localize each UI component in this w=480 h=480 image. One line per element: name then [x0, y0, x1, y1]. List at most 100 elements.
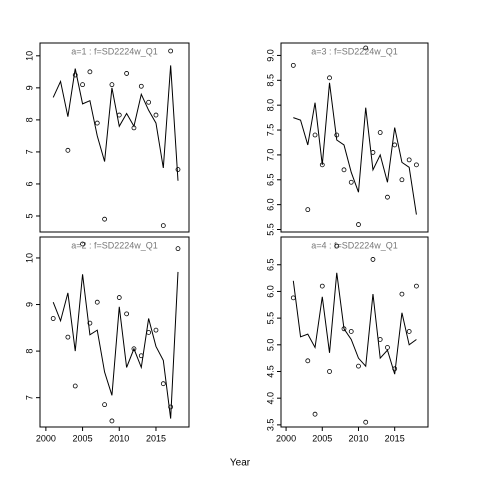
data-point — [327, 369, 332, 374]
data-point — [377, 337, 383, 342]
series-line — [52, 65, 179, 181]
data-point — [138, 83, 144, 89]
y-tick-label: 4.5 — [265, 365, 275, 378]
data-point — [109, 82, 115, 88]
data-point — [305, 358, 311, 364]
data-point — [50, 316, 56, 321]
x-tick-label: 2015 — [385, 433, 405, 443]
data-point — [414, 283, 419, 289]
data-point — [392, 366, 398, 372]
data-point — [175, 246, 181, 252]
series-line — [293, 82, 417, 215]
y-tick-label: 7 — [24, 395, 34, 400]
data-point — [87, 69, 93, 75]
data-point — [399, 177, 405, 183]
data-point — [131, 346, 137, 352]
panel-title: a=3 : f=SD2224w_Q1 — [311, 46, 398, 56]
panel-frame — [280, 236, 429, 428]
data-point — [319, 283, 325, 289]
x-tick-label: 2000 — [276, 433, 296, 443]
y-tick-label: 5.5 — [265, 223, 275, 236]
data-point — [377, 130, 383, 135]
data-point — [406, 157, 412, 163]
data-point — [80, 241, 85, 247]
data-point — [94, 299, 100, 305]
data-point — [102, 402, 107, 408]
data-point — [348, 329, 354, 334]
data-point — [312, 132, 318, 138]
data-point — [124, 311, 130, 317]
y-tick-label: 10 — [24, 253, 34, 263]
series-line — [292, 272, 417, 375]
x-tick-label: 2005 — [312, 433, 332, 443]
panel-title: a=2 : f=SD2224w_Q1 — [71, 240, 158, 250]
data-point — [153, 327, 159, 333]
panel-frame — [39, 42, 190, 233]
data-point — [341, 167, 347, 173]
data-point — [175, 167, 181, 172]
y-tick-label: 6 — [24, 181, 34, 186]
data-point — [370, 257, 376, 262]
y-tick-label: 7.0 — [265, 149, 275, 162]
data-point — [160, 381, 166, 387]
data-point — [102, 216, 107, 222]
data-point — [94, 120, 100, 126]
data-point — [65, 334, 71, 340]
data-point — [392, 142, 398, 148]
data-point — [406, 329, 412, 334]
y-tick-label: 5.0 — [265, 339, 275, 352]
data-point — [160, 223, 166, 228]
data-point — [116, 112, 122, 118]
panel-title: a=1 : f=SD2224w_Q1 — [71, 46, 158, 56]
y-tick-label: 8 — [24, 117, 34, 122]
y-tick-label: 6.0 — [265, 285, 275, 298]
y-tick-label: 9 — [24, 302, 34, 307]
data-point — [290, 62, 296, 68]
data-point — [116, 295, 122, 300]
data-point — [363, 419, 369, 425]
data-point — [138, 353, 144, 359]
data-point — [385, 345, 390, 350]
data-point — [290, 295, 296, 301]
data-point — [168, 48, 174, 54]
y-tick-label: 3.5 — [265, 419, 275, 432]
y-tick-label: 9.0 — [265, 49, 275, 62]
y-tick-label: 6.5 — [265, 258, 275, 271]
y-tick-label: 8 — [24, 349, 34, 354]
data-point — [385, 194, 390, 200]
panel-title: a=4 : f=SD2224w_Q1 — [311, 240, 398, 250]
x-tick-label: 2005 — [73, 433, 93, 443]
data-point — [146, 330, 152, 335]
y-tick-label: 6.0 — [265, 198, 275, 211]
data-point — [327, 75, 332, 81]
data-point — [109, 418, 115, 424]
data-point — [168, 404, 174, 410]
data-point — [146, 99, 152, 105]
data-point — [334, 132, 340, 138]
data-point — [124, 71, 130, 76]
data-point — [334, 243, 340, 249]
y-tick-label: 6.5 — [265, 174, 275, 187]
series-line — [52, 271, 179, 419]
data-point — [87, 320, 93, 326]
data-point — [80, 82, 85, 88]
data-point — [356, 222, 361, 227]
x-tick-label: 2010 — [109, 433, 129, 443]
data-point — [319, 162, 325, 168]
panel-frame — [39, 236, 190, 428]
x-axis-label: Year — [230, 458, 251, 469]
x-tick-label: 2000 — [36, 433, 56, 443]
y-tick-label: 7.5 — [265, 124, 275, 137]
data-point — [414, 162, 419, 168]
data-point — [348, 179, 354, 185]
panel-frame — [280, 42, 429, 233]
y-tick-label: 8.0 — [265, 99, 275, 112]
y-tick-label: 7 — [24, 149, 34, 154]
y-tick-label: 4.0 — [265, 392, 275, 405]
y-tick-label: 9 — [24, 85, 34, 90]
x-tick-label: 2015 — [146, 433, 166, 443]
data-point — [72, 72, 78, 78]
y-tick-label: 5 — [24, 213, 34, 218]
